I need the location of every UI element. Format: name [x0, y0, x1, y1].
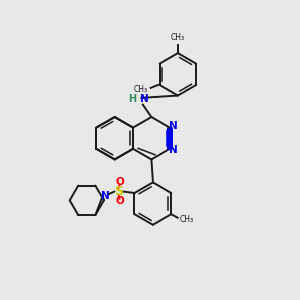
Text: O: O [116, 177, 124, 187]
Text: N: N [101, 191, 110, 201]
Text: S: S [114, 185, 123, 198]
Text: H: H [128, 94, 137, 104]
Text: CH₃: CH₃ [134, 85, 148, 94]
Text: CH₃: CH₃ [180, 215, 194, 224]
Text: O: O [116, 196, 124, 206]
Text: N: N [169, 121, 178, 131]
Text: CH₃: CH₃ [171, 33, 185, 42]
Text: N: N [140, 94, 149, 104]
Text: N: N [169, 145, 178, 155]
